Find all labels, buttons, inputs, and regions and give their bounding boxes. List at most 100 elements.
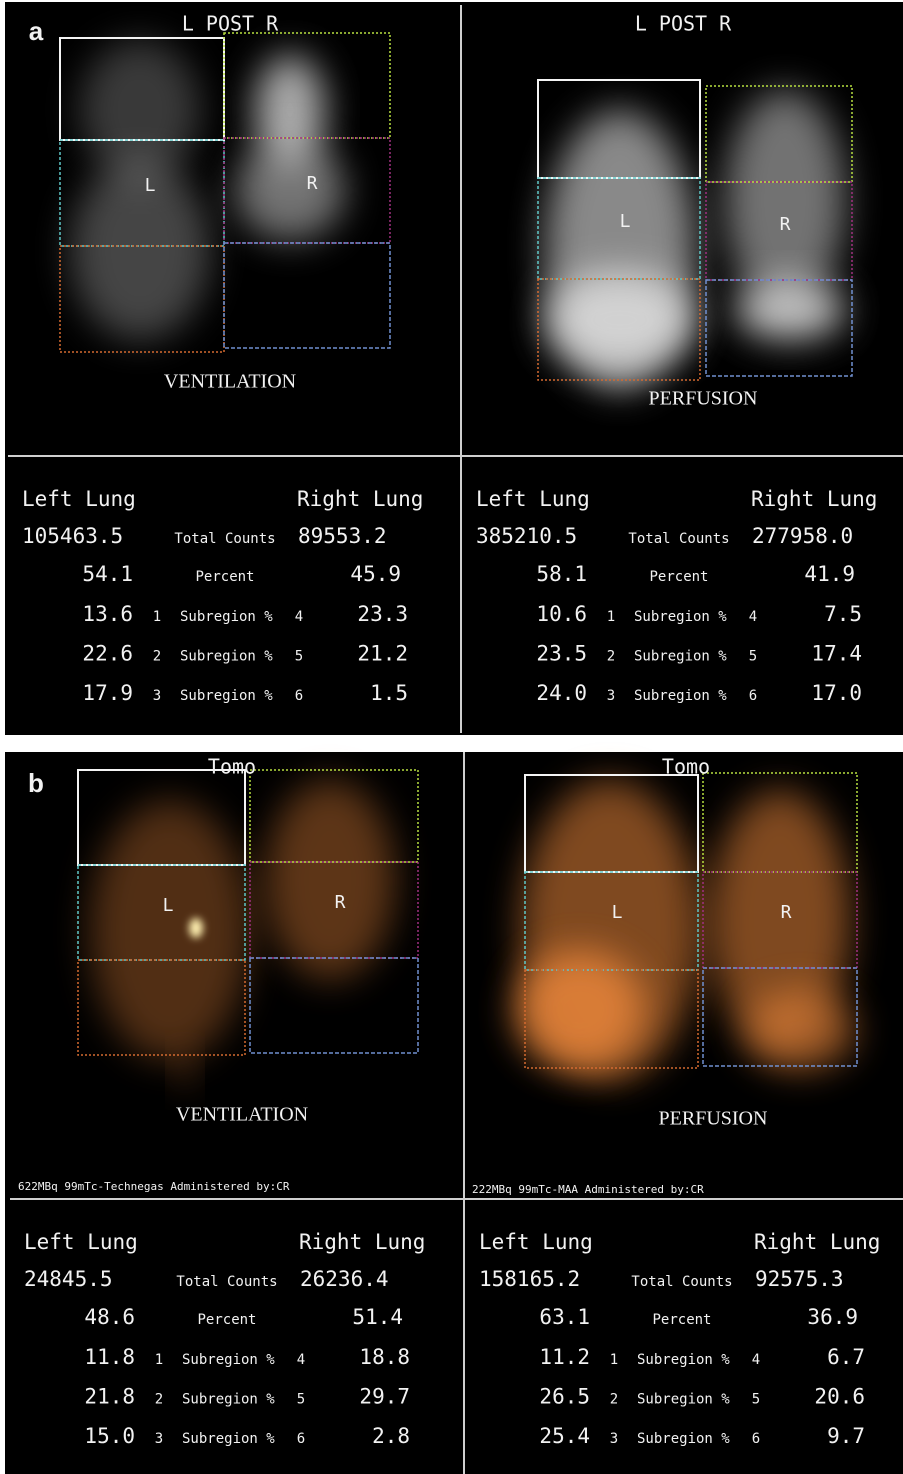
view-header: Tomo [662,755,710,779]
lung-uptake [265,780,395,980]
subregion-id: 5 [295,649,303,665]
subregion-value: 7.5 [824,602,862,626]
subregion-id: 1 [607,609,615,625]
view-header: Tomo [208,755,256,779]
lung-marker: R [307,173,318,194]
row-label: Total Counts [176,1274,277,1290]
view-caption: PERFUSION [659,1108,768,1130]
subregion-id: 2 [610,1392,618,1408]
subregion-id: 2 [155,1392,163,1408]
row-label: Subregion % [634,649,727,665]
subregion-id: 6 [749,688,757,704]
subregion-value: 24.0 [536,681,587,705]
region-box [702,871,858,969]
view-header: L POST R [182,12,279,36]
percent-value: 45.9 [350,562,401,586]
subregion-value: 11.8 [84,1345,135,1369]
row-label: Subregion % [634,688,727,704]
subregion-value: 17.0 [811,681,862,705]
row-label: Subregion % [182,1392,275,1408]
dose-note: 622MBq 99mTc-Technegas Administered by:C… [18,1180,290,1193]
subregion-id: 2 [153,649,161,665]
dose-note: 222MBq 99mTc-MAA Administered by:CR [472,1183,704,1196]
row-label: Subregion % [180,688,273,704]
region-box [223,32,391,139]
region-box [705,85,853,183]
subregion-id: 6 [295,688,303,704]
row-label: Percent [197,1312,256,1328]
row-label: Subregion % [182,1431,275,1447]
row-label: Subregion % [637,1431,730,1447]
subregion-value: 17.9 [82,681,133,705]
scan-view: L POST R L R PERFUSION Left Lung Right Lung 38… [460,5,903,733]
subregion-value: 25.4 [539,1424,590,1448]
subregion-id: 3 [607,688,615,704]
subregion-id: 3 [153,688,161,704]
subregion-id: 5 [752,1392,760,1408]
percent-value: 58.1 [536,562,587,586]
region-box [524,871,699,971]
lung-uptake [80,40,200,180]
region-box [537,278,701,381]
hot-spot [189,918,203,938]
subregion-value: 18.8 [359,1345,410,1369]
row-label: Percent [649,569,708,585]
subregion-value: 20.6 [814,1385,865,1409]
row-label: Subregion % [182,1352,275,1368]
lung-marker: R [781,902,792,923]
scan-view: Tomo L R PERFUSION 222MBq 99mTc-MAA Administ… [463,752,903,1474]
lung-uptake [515,950,645,1070]
total-count: 277958.0 [752,524,853,548]
row-label: Percent [195,569,254,585]
subregion-id: 4 [752,1352,760,1368]
subregion-value: 23.3 [357,602,408,626]
row-label: Subregion % [637,1392,730,1408]
region-box [77,959,246,1056]
subregion-id: 2 [607,649,615,665]
view-caption: VENTILATION [176,1104,308,1126]
subregion-id: 4 [295,609,303,625]
scan-view: L POST R L R VENTILATION Left Lung Right Lung… [8,12,460,705]
region-box [223,137,391,244]
subregion-value: 29.7 [359,1385,410,1409]
region-box [223,242,391,349]
lung-marker: L [620,211,631,232]
subregion-value: 11.2 [539,1345,590,1369]
subregion-value: 26.5 [539,1385,590,1409]
row-label: Subregion % [180,609,273,625]
total-count: 158165.2 [479,1267,580,1291]
lung-marker: R [780,214,791,235]
subregion-id: 6 [752,1431,760,1447]
subregion-id: 5 [297,1392,305,1408]
subregion-id: 1 [155,1352,163,1368]
subregion-value: 2.8 [372,1424,410,1448]
subregion-id: 3 [155,1431,163,1447]
percent-value: 41.9 [804,562,855,586]
table-title: Right Lung [297,487,423,511]
view-caption: VENTILATION [164,371,296,393]
lung-marker: L [612,902,623,923]
table-title: Right Lung [299,1230,425,1254]
subregion-value: 1.5 [370,681,408,705]
table-title: Left Lung [479,1230,593,1254]
lung-marker: L [145,175,156,196]
table-title: Left Lung [22,487,136,511]
subregion-value: 10.6 [536,602,587,626]
lung-uptake [90,800,250,1060]
row-label: Total Counts [631,1274,732,1290]
percent-value: 54.1 [82,562,133,586]
lung-uptake [735,280,845,340]
subregion-value: 17.4 [811,642,862,666]
region-box [77,769,246,866]
region-box [77,864,246,961]
lung-uptake [235,140,345,240]
subregion-value: 21.8 [84,1385,135,1409]
subregion-id: 4 [297,1352,305,1368]
total-count: 24845.5 [24,1267,113,1291]
table-title: Right Lung [751,487,877,511]
subregion-id: 6 [297,1431,305,1447]
total-count: 105463.5 [22,524,123,548]
subregion-value: 21.2 [357,642,408,666]
lung-uptake [725,90,845,310]
